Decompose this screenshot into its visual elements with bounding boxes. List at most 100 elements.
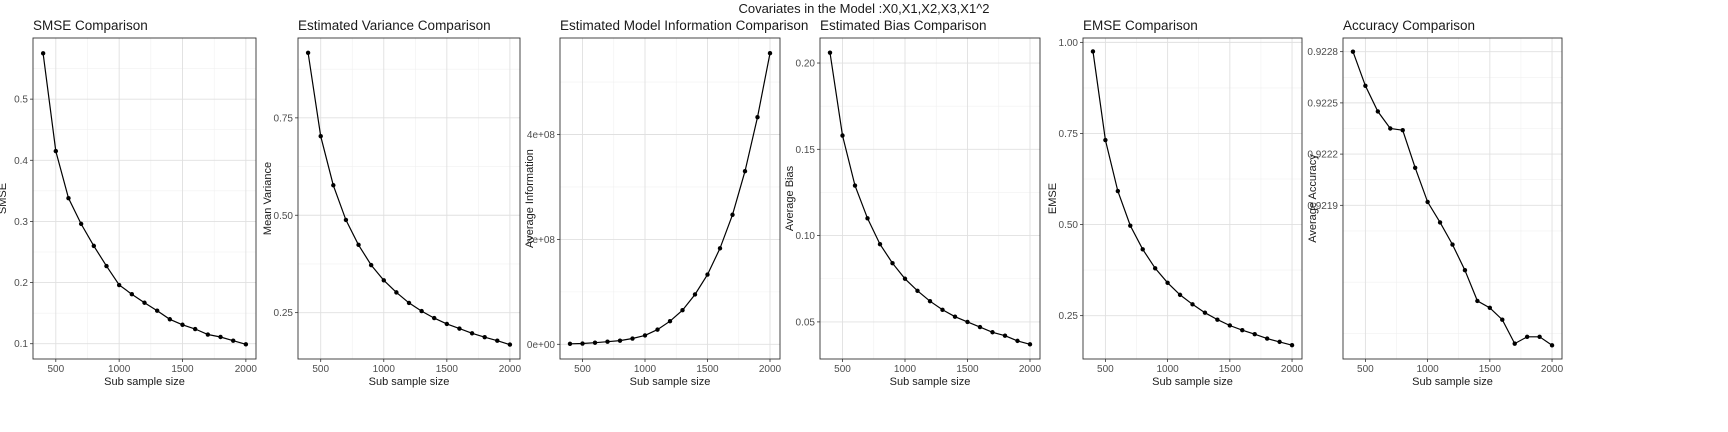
data-point: [755, 115, 760, 120]
y-tick-label: 0.10: [796, 231, 816, 242]
y-axis-label: EMSE: [1047, 183, 1059, 214]
panel-title: Estimated Model Information Comparison: [560, 18, 808, 33]
data-point: [1289, 342, 1295, 348]
y-tick-label: 0.05: [796, 317, 816, 328]
y-tick-label: 0.1: [14, 339, 28, 350]
data-point: [116, 282, 122, 288]
panel-border: [1082, 37, 1303, 360]
chart-panel-4: 500 1000 1500 2000 0.05 0.10 0.15 0.20 Estimated…: [784, 18, 1042, 388]
y-tick-label: 0.25: [274, 308, 294, 319]
data-point: [877, 242, 883, 247]
x-tick-label: 2000: [1541, 364, 1564, 375]
y-tick-label: 0.9225: [1307, 98, 1338, 109]
x-tick-label: 500: [1357, 364, 1374, 375]
data-point: [104, 263, 109, 269]
data-point: [129, 291, 135, 297]
x-axis-label: Sub sample size: [104, 376, 185, 388]
data-point: [1363, 83, 1368, 89]
panel-border: [559, 37, 781, 360]
plot-area: [820, 38, 1040, 359]
panel-title: Estimated Variance Comparison: [298, 18, 491, 33]
data-point: [331, 183, 336, 188]
data-point: [865, 216, 870, 221]
data-point: [927, 298, 933, 304]
data-point: [495, 338, 500, 343]
data-point: [730, 212, 735, 217]
data-point: [742, 169, 748, 174]
x-tick-label: 2000: [759, 364, 782, 375]
data-point: [1462, 268, 1468, 273]
y-tick-label: 0.50: [1059, 220, 1079, 231]
data-point: [419, 308, 424, 314]
panel-border: [297, 37, 521, 360]
data-point: [1002, 333, 1008, 338]
data-point: [180, 322, 185, 327]
data-point: [305, 50, 311, 56]
data-point: [1512, 341, 1517, 346]
x-tick-label: 1000: [1416, 364, 1439, 375]
y-tick-label: 0.3: [14, 217, 28, 228]
panel-border: [32, 37, 257, 360]
data-point: [1240, 328, 1245, 333]
plot-area: [1343, 38, 1562, 359]
x-axis-label: Sub sample size: [630, 376, 711, 388]
data-point: [381, 278, 386, 283]
data-point: [218, 334, 223, 340]
y-tick-label: 4e+08: [527, 130, 556, 141]
data-point: [592, 340, 598, 345]
data-point: [1450, 242, 1455, 247]
x-tick-label: 500: [1097, 364, 1114, 375]
data-point: [1264, 336, 1270, 341]
data-point: [1190, 302, 1195, 307]
data-point: [1375, 109, 1381, 114]
x-tick-label: 1500: [696, 364, 719, 375]
data-point: [356, 242, 361, 248]
data-point: [1015, 338, 1020, 344]
y-axis-label: Average Information: [524, 149, 536, 248]
panel-title: EMSE Comparison: [1083, 18, 1198, 33]
data-point: [1227, 323, 1233, 328]
data-point: [1549, 343, 1555, 348]
x-tick-label: 500: [574, 364, 591, 375]
x-tick-label: 2000: [1019, 364, 1042, 375]
data-point: [605, 339, 610, 344]
data-point: [567, 341, 573, 346]
data-point: [368, 262, 374, 268]
data-point: [40, 51, 46, 56]
data-point: [1140, 247, 1145, 252]
data-point: [990, 330, 995, 335]
panel-border: [1342, 37, 1563, 360]
y-tick-label: 0.25: [1059, 311, 1079, 322]
chart-panel-3: 500 1000 1500 2000 0e+00 2e+08 4e+08 Estimated …: [524, 18, 808, 388]
panel-title: SMSE Comparison: [33, 18, 148, 33]
plot-area: [298, 38, 520, 359]
data-point: [940, 307, 945, 313]
data-point: [827, 50, 833, 55]
data-point: [205, 332, 211, 337]
data-point: [457, 326, 462, 331]
y-axis-label: Mean Variance: [262, 162, 274, 235]
x-tick-label: 500: [312, 364, 329, 375]
data-point: [53, 148, 59, 154]
x-tick-label: 1000: [108, 364, 131, 375]
y-tick-label: 1.00: [1059, 38, 1079, 49]
data-point: [1412, 165, 1418, 170]
y-tick-label: 0.75: [1059, 129, 1079, 140]
data-point: [1388, 126, 1393, 131]
data-point: [394, 290, 399, 295]
data-point: [705, 272, 710, 277]
data-point: [432, 315, 437, 321]
data-point: [78, 221, 84, 227]
y-tick-label: 0.9228: [1307, 47, 1338, 58]
data-point: [1128, 223, 1133, 228]
data-point: [1090, 49, 1096, 54]
data-point: [1487, 305, 1493, 310]
data-point: [630, 336, 635, 341]
x-tick-label: 1500: [1219, 364, 1242, 375]
y-tick-label: 0.5: [14, 95, 28, 106]
data-point: [1103, 137, 1108, 143]
x-tick-label: 1000: [634, 364, 657, 375]
data-point: [1475, 298, 1480, 304]
data-point: [406, 300, 412, 306]
